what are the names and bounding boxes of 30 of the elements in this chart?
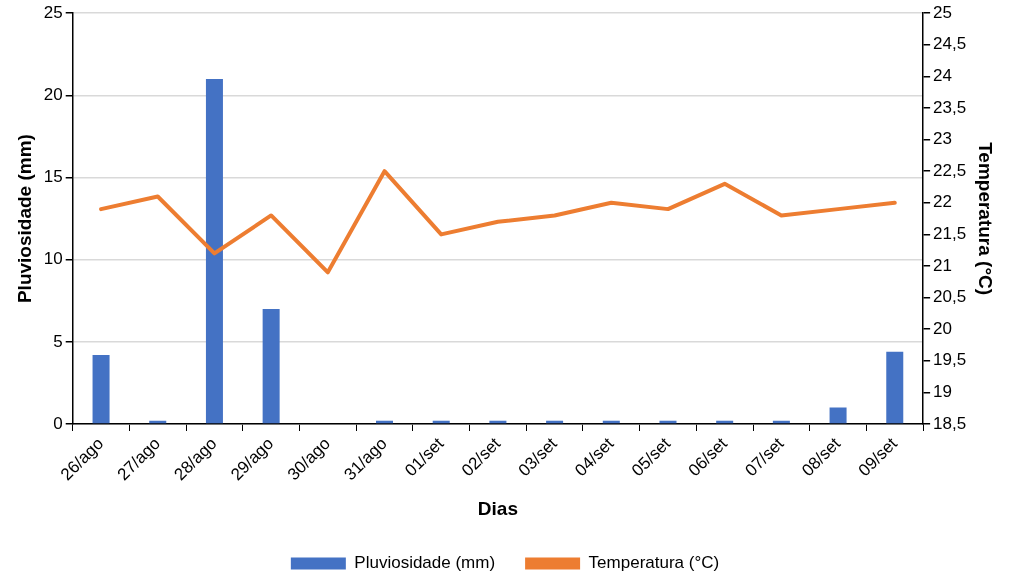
y2-tick-label: 21 <box>933 255 953 275</box>
y2-tick-label: 18,5 <box>933 413 967 433</box>
y-tick-label: 20 <box>43 85 63 105</box>
y2-tick-label: 24 <box>933 66 953 86</box>
bar <box>92 354 110 424</box>
y2-tick-label: 19,5 <box>933 350 967 370</box>
y2-tick-label: 19 <box>933 382 953 402</box>
y2-tick-label: 23 <box>933 129 953 149</box>
bar <box>829 407 847 424</box>
y-tick-label: 15 <box>43 167 63 187</box>
y2-tick-label: 22,5 <box>933 160 967 180</box>
y-tick-label: 5 <box>53 331 63 351</box>
legend-label: Pluviosidade (mm) <box>354 553 496 573</box>
y2-tick-label: 21,5 <box>933 224 967 244</box>
y2-tick-label: 23,5 <box>933 97 967 117</box>
x-axis-title: Dias <box>477 497 518 519</box>
y-tick-label: 0 <box>53 413 63 433</box>
y2-tick-label: 24,5 <box>933 34 967 54</box>
y2-tick-label: 22 <box>933 192 953 212</box>
y-tick-label: 25 <box>43 2 63 22</box>
bar <box>886 351 904 424</box>
y-tick-label: 10 <box>43 249 63 269</box>
y-axis-title: Pluviosidade (mm) <box>13 134 35 304</box>
bar <box>205 78 223 424</box>
y2-tick-label: 20,5 <box>933 287 967 307</box>
bar <box>262 308 280 424</box>
y2-axis-title: Temperatura (°C) <box>975 142 997 296</box>
y2-tick-label: 20 <box>933 318 953 338</box>
y2-tick-label: 25 <box>933 2 953 22</box>
legend-label: Temperatura (°C) <box>588 553 720 573</box>
